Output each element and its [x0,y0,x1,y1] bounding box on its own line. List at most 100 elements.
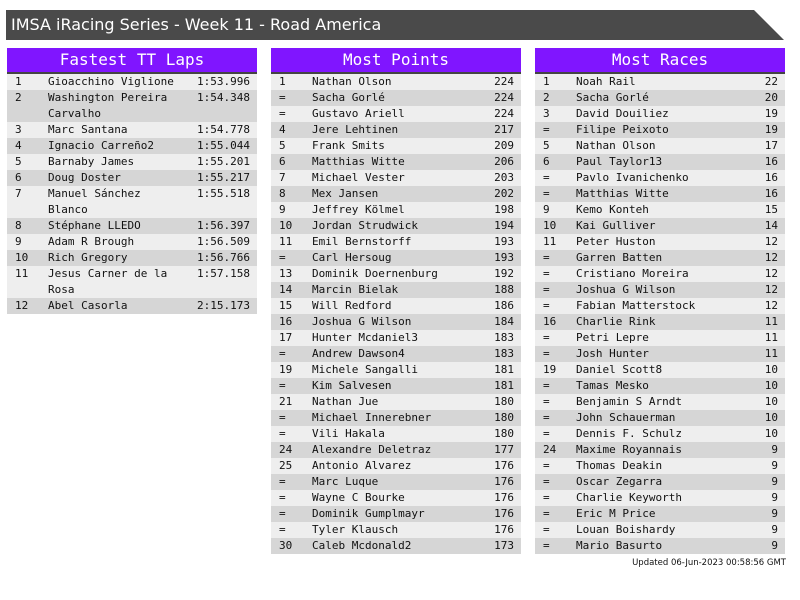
driver-name-cell: Sacha Gorlé [312,91,385,104]
rank-cell: 19 [279,363,293,376]
rank-cell: = [279,507,286,520]
value-cell: 12 [764,267,778,280]
rank-cell: 16 [543,315,557,328]
driver-name-cell: Thomas Deakin [576,459,663,472]
panel-title: Fastest TT Laps [7,48,257,74]
table-row: 1 Noah Rail 22 [535,74,785,90]
driver-name-cell: Tyler Klausch [312,523,399,536]
table-row: 9 Adam R Brough 1:56.509 [7,234,257,250]
driver-name-cell: Dominik Doernenburg [312,267,438,280]
driver-name-cell: Charlie Rink [576,315,656,328]
rank-cell: 30 [279,539,293,552]
value-cell: 1:55.518 [197,187,250,200]
value-cell: 15 [764,203,778,216]
table-row: 24 Maxime Royannais 9 [535,442,785,458]
table-row: = Benjamin S Arndt 10 [535,394,785,410]
value-cell: 10 [764,411,778,424]
driver-name-cell: Vili Hakala [312,427,385,440]
rank-cell: 9 [543,203,550,216]
table-row: 10 Rich Gregory 1:56.766 [7,250,257,266]
rank-cell: = [543,283,550,296]
rank-cell: = [543,299,550,312]
driver-name-cell: Marc Luque [312,475,379,488]
driver-name-cell: Pavlo Ivanichenko [576,171,689,184]
rank-cell: 7 [15,187,22,200]
table-row: 13 Dominik Doernenburg 192 [271,266,521,282]
value-cell: 181 [494,363,514,376]
rank-cell: = [279,91,286,104]
value-cell: 9 [771,539,778,552]
driver-name-cell: Barnaby James [48,155,135,168]
table-row: 10 Jordan Strudwick 194 [271,218,521,234]
value-cell: 224 [494,75,514,88]
value-cell: 17 [764,139,778,152]
driver-name-cell: Gioacchino Viglione [48,75,174,88]
rank-cell: 10 [543,219,557,232]
table-row: = Wayne C Bourke 176 [271,490,521,506]
rank-cell: 5 [543,139,550,152]
table-row: 5 Barnaby James 1:55.201 [7,154,257,170]
rank-cell: 11 [279,235,293,248]
value-cell: 2:15.173 [197,299,250,312]
driver-name-cell: Jere Lehtinen [312,123,399,136]
driver-name-cell: Wayne C Bourke [312,491,405,504]
value-cell: 180 [494,427,514,440]
driver-name-cell: Benjamin S Arndt [576,395,682,408]
driver-name-cell: Paul Taylor13 [576,155,663,168]
value-cell: 224 [494,107,514,120]
driver-name-cell: Fabian Matterstock [576,299,696,312]
value-cell: 203 [494,171,514,184]
value-cell: 1:56.509 [197,235,250,248]
rank-cell: 15 [279,299,293,312]
driver-name-cell: Doug Doster [48,171,121,184]
rank-cell: 6 [279,155,286,168]
table-row: 2 Washington Pereira Carvalho 1:54.348 [7,90,257,122]
rank-cell: 25 [279,459,293,472]
table-row: 19 Daniel Scott8 10 [535,362,785,378]
driver-name-cell: Antonio Alvarez [312,459,412,472]
value-cell: 11 [764,315,778,328]
value-cell: 173 [494,539,514,552]
table-row: 4 Jere Lehtinen 217 [271,122,521,138]
value-cell: 183 [494,331,514,344]
driver-name-cell: Marc Santana [48,123,128,136]
rank-cell: 4 [279,123,286,136]
value-cell: 186 [494,299,514,312]
driver-name-cell: Kai Gulliver [576,219,656,232]
rank-cell: 11 [15,267,29,280]
driver-name-cell: Mex Jansen [312,187,379,200]
value-cell: 11 [764,347,778,360]
value-cell: 16 [764,187,778,200]
rank-cell: 16 [279,315,293,328]
table-row: 1 Nathan Olson 224 [271,74,521,90]
value-cell: 1:54.778 [197,123,250,136]
table-row: = Charlie Keyworth 9 [535,490,785,506]
value-cell: 192 [494,267,514,280]
driver-name-cell: Dominik Gumplmayr [312,507,425,520]
table-row: = Gustavo Ariell 224 [271,106,521,122]
rank-cell: = [543,331,550,344]
table-row: 5 Nathan Olson 17 [535,138,785,154]
value-cell: 16 [764,155,778,168]
table-row: = Mario Basurto 9 [535,538,785,554]
rank-cell: 6 [15,171,22,184]
table-row: = Pavlo Ivanichenko 16 [535,170,785,186]
table-row: = Oscar Zegarra 9 [535,474,785,490]
table-row: 19 Michele Sangalli 181 [271,362,521,378]
table-row: 9 Jeffrey Kölmel 198 [271,202,521,218]
value-cell: 217 [494,123,514,136]
driver-name-cell: Washington Pereira Carvalho [48,91,168,120]
value-cell: 198 [494,203,514,216]
value-cell: 180 [494,395,514,408]
rank-cell: 1 [15,75,22,88]
table-row: 9 Kemo Konteh 15 [535,202,785,218]
rank-cell: = [279,475,286,488]
table-row: 30 Caleb Mcdonald2 173 [271,538,521,554]
table-row: 16 Joshua G Wilson 184 [271,314,521,330]
rank-cell: = [279,107,286,120]
rank-cell: = [279,379,286,392]
rank-cell: 8 [15,219,22,232]
rank-cell: 6 [543,155,550,168]
value-cell: 176 [494,475,514,488]
value-cell: 1:57.158 [197,267,250,280]
